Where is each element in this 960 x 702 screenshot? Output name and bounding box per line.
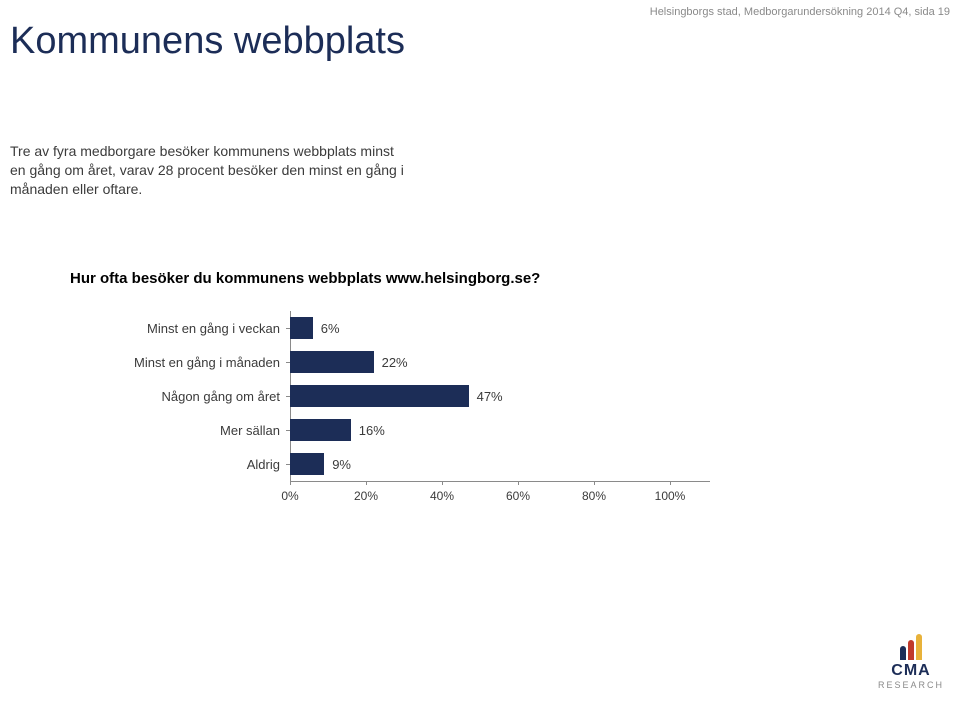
chart-value-label: 22%	[382, 355, 408, 370]
logo-sub-text: RESEARCH	[878, 680, 944, 690]
chart-bar	[290, 385, 469, 407]
chart-value-label: 9%	[332, 457, 351, 472]
chart-x-tick	[670, 481, 671, 485]
chart-x-tick	[442, 481, 443, 485]
chart-x-tick	[594, 481, 595, 485]
chart-x-tick-label: 20%	[354, 489, 378, 503]
chart-category-label: Minst en gång i månaden	[70, 345, 280, 379]
logo-bars-icon	[878, 632, 944, 660]
chart-bar	[290, 351, 374, 373]
chart-bar-row: 22%	[290, 345, 710, 379]
chart-title: Hur ofta besöker du kommunens webbplats …	[70, 270, 710, 287]
chart-plot-area: 6%22%47%16%9%0%20%40%60%80%100%	[290, 311, 710, 511]
chart-category-label: Aldrig	[70, 447, 280, 481]
chart-x-tick	[366, 481, 367, 485]
intro-paragraph: Tre av fyra medborgare besöker kommunens…	[10, 142, 410, 199]
logo-main-text: CMA	[878, 662, 944, 680]
chart-x-tick	[518, 481, 519, 485]
chart-bar-row: 6%	[290, 311, 710, 345]
logo-bar-icon	[908, 640, 914, 660]
chart-value-label: 16%	[359, 423, 385, 438]
chart-bar-row: 47%	[290, 379, 710, 413]
chart: Minst en gång i veckanMinst en gång i må…	[70, 311, 710, 511]
chart-bar-row: 9%	[290, 447, 710, 481]
page-title: Kommunens webbplats	[10, 20, 405, 63]
chart-x-axis	[290, 481, 710, 482]
chart-x-tick	[290, 481, 291, 485]
chart-bar	[290, 453, 324, 475]
chart-value-label: 6%	[321, 321, 340, 336]
chart-category-label: Mer sällan	[70, 413, 280, 447]
logo: CMA RESEARCH	[878, 632, 944, 690]
chart-category-label: Någon gång om året	[70, 379, 280, 413]
chart-x-tick-label: 60%	[506, 489, 530, 503]
chart-bar	[290, 419, 351, 441]
logo-bar-icon	[916, 634, 922, 660]
chart-x-tick-label: 40%	[430, 489, 454, 503]
chart-category-column: Minst en gång i veckanMinst en gång i må…	[70, 311, 290, 511]
header-source-text: Helsingborgs stad, Medborgarundersökning…	[650, 6, 950, 18]
chart-x-tick-label: 80%	[582, 489, 606, 503]
chart-category-label: Minst en gång i veckan	[70, 311, 280, 345]
chart-bar-row: 16%	[290, 413, 710, 447]
chart-container: Hur ofta besöker du kommunens webbplats …	[70, 270, 710, 511]
chart-value-label: 47%	[477, 389, 503, 404]
chart-x-tick-label: 0%	[281, 489, 298, 503]
chart-bar	[290, 317, 313, 339]
chart-x-tick-label: 100%	[655, 489, 686, 503]
logo-bar-icon	[900, 646, 906, 660]
